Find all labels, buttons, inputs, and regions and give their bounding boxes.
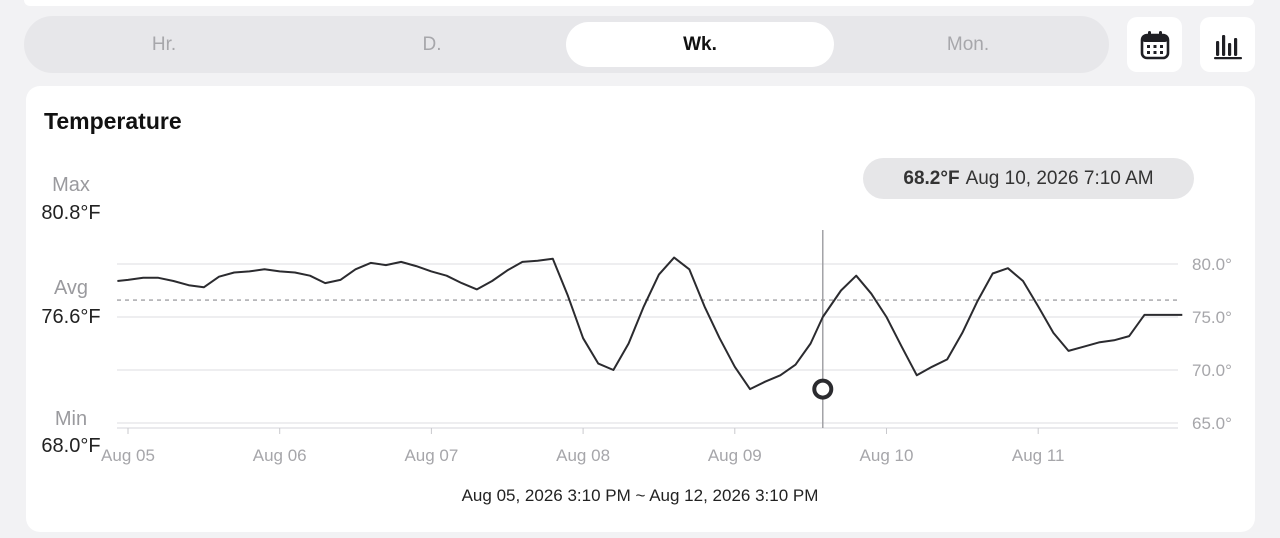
min-value: 68.0°F <box>41 435 101 457</box>
calendar-icon <box>1140 30 1169 59</box>
tab-month[interactable]: Mon. <box>946 33 990 55</box>
date-range-label: Aug 05, 2026 3:10 PM ~ Aug 12, 2026 3:10… <box>461 486 819 505</box>
tab-week[interactable]: Wk. <box>566 22 834 67</box>
y-tick-label: 70.0° <box>1192 361 1232 380</box>
x-tick-label: Aug 06 <box>253 446 307 465</box>
y-tick-label: 65.0° <box>1192 414 1232 433</box>
tooltip-value: 68.2°F <box>903 167 960 189</box>
chart-type-button[interactable] <box>1200 17 1255 72</box>
x-tick-label: Aug 07 <box>404 446 458 465</box>
max-label: Max <box>52 174 90 196</box>
min-label: Min <box>54 408 88 430</box>
time-range-selector: Hr. D. Wk. Mon. <box>24 16 1109 73</box>
temperature-line <box>117 256 1183 391</box>
x-tick-label: Aug 11 <box>1012 446 1065 465</box>
avg-label: Avg <box>53 277 89 299</box>
x-tick-label: Aug 08 <box>556 446 610 465</box>
tooltip-datetime: Aug 10, 2026 7:10 AM <box>965 167 1154 189</box>
x-tick-label: Aug 05 <box>101 446 155 465</box>
max-value: 80.8°F <box>41 202 101 224</box>
x-tick-label: Aug 10 <box>860 446 914 465</box>
bar-chart-icon <box>1213 34 1242 59</box>
top-card-edge <box>24 0 1254 6</box>
card-title: Temperature <box>44 108 182 134</box>
avg-value: 76.6°F <box>41 306 101 328</box>
tab-day[interactable]: D. <box>422 33 442 55</box>
y-tick-label: 75.0° <box>1192 308 1232 327</box>
y-tick-label: 80.0° <box>1192 255 1232 274</box>
calendar-button[interactable] <box>1127 17 1182 72</box>
selected-point-marker <box>812 378 834 400</box>
tab-hour[interactable]: Hr. <box>151 33 177 55</box>
selected-value-tooltip: 68.2°F Aug 10, 2026 7:10 AM <box>863 158 1194 199</box>
x-tick-label: Aug 09 <box>708 446 762 465</box>
